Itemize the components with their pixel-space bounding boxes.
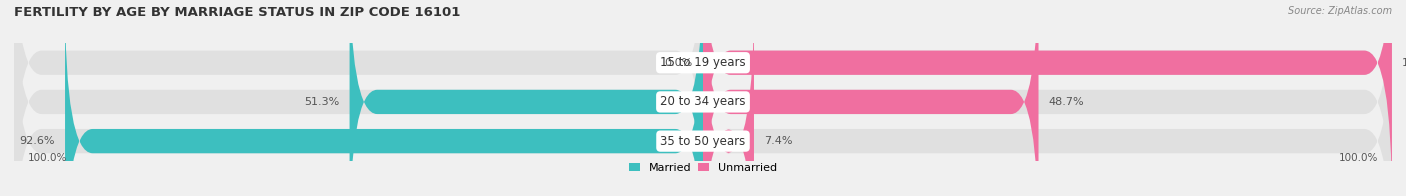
FancyBboxPatch shape: [703, 0, 1039, 196]
FancyBboxPatch shape: [14, 0, 703, 196]
Text: 15 to 19 years: 15 to 19 years: [661, 56, 745, 69]
Text: 100.0%: 100.0%: [1339, 152, 1378, 163]
FancyBboxPatch shape: [65, 0, 703, 196]
FancyBboxPatch shape: [703, 0, 1392, 196]
FancyBboxPatch shape: [14, 0, 703, 196]
Legend: Married, Unmarried: Married, Unmarried: [628, 163, 778, 173]
Text: 35 to 50 years: 35 to 50 years: [661, 135, 745, 148]
FancyBboxPatch shape: [14, 0, 703, 196]
Text: Source: ZipAtlas.com: Source: ZipAtlas.com: [1288, 6, 1392, 16]
Text: 100.0%: 100.0%: [1402, 58, 1406, 68]
Text: 0.0%: 0.0%: [665, 58, 693, 68]
Text: 7.4%: 7.4%: [765, 136, 793, 146]
FancyBboxPatch shape: [703, 0, 1392, 196]
Text: 20 to 34 years: 20 to 34 years: [661, 95, 745, 108]
FancyBboxPatch shape: [350, 0, 703, 196]
FancyBboxPatch shape: [703, 0, 1392, 196]
Text: 92.6%: 92.6%: [20, 136, 55, 146]
FancyBboxPatch shape: [703, 0, 754, 196]
Text: 48.7%: 48.7%: [1049, 97, 1084, 107]
FancyBboxPatch shape: [703, 0, 1392, 196]
Text: 51.3%: 51.3%: [304, 97, 339, 107]
Text: FERTILITY BY AGE BY MARRIAGE STATUS IN ZIP CODE 16101: FERTILITY BY AGE BY MARRIAGE STATUS IN Z…: [14, 6, 460, 19]
Text: 100.0%: 100.0%: [28, 152, 67, 163]
